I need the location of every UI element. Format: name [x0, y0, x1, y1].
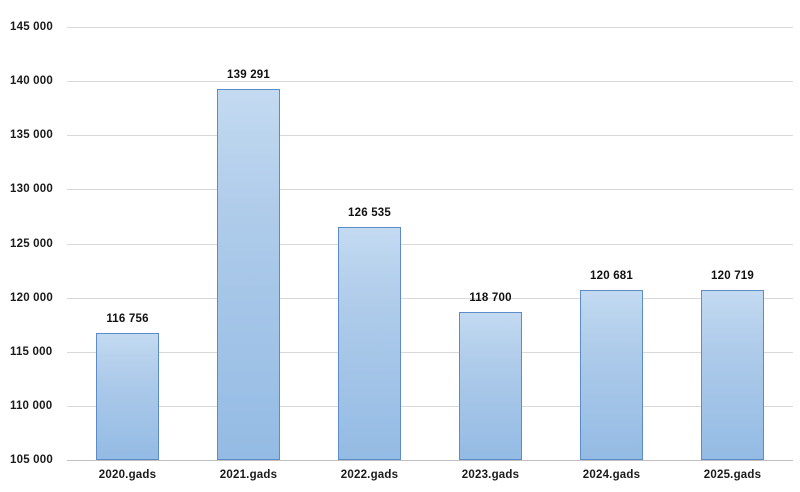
y-axis-tick-label: 120 000 — [10, 291, 53, 304]
x-axis-tick-label: 2020.gads — [98, 469, 157, 481]
bar-value-label: 116 756 — [106, 312, 149, 325]
x-axis-tick-label: 2022.gads — [340, 469, 399, 481]
bar-2023-gads — [459, 311, 522, 460]
gridline — [67, 27, 793, 28]
bar-2022-gads — [338, 226, 401, 460]
bar-value-label: 139 291 — [227, 68, 270, 81]
gridline — [67, 243, 793, 245]
gridline — [67, 351, 793, 353]
y-axis-tick-label: 110 000 — [10, 399, 53, 412]
x-axis-tick-label: 2021.gads — [219, 469, 278, 481]
y-axis-tick-label: 140 000 — [10, 75, 53, 88]
bar-value-label: 120 719 — [711, 269, 754, 282]
y-axis-tick-label: 145 000 — [10, 21, 53, 33]
x-axis-line — [67, 460, 793, 461]
y-axis-tick-label: 125 000 — [10, 237, 53, 250]
gridline — [67, 297, 793, 299]
y-axis-tick-label: 135 000 — [10, 129, 53, 142]
x-axis-tick-label: 2025.gads — [703, 469, 762, 481]
x-axis-tick-label: 2023.gads — [461, 469, 520, 481]
gridline — [67, 135, 793, 137]
y-axis-tick-label: 130 000 — [10, 183, 53, 196]
y-axis-tick-label: 115 000 — [10, 345, 53, 358]
bar-2020-gads — [96, 332, 159, 460]
bar-2021-gads — [217, 88, 280, 460]
bar-value-label: 120 681 — [590, 270, 633, 283]
x-axis-tick-label: 2024.gads — [582, 469, 641, 481]
bar-2024-gads — [580, 290, 643, 460]
gridline — [67, 405, 793, 407]
y-axis-tick-label: 105 000 — [10, 454, 53, 466]
gridline — [67, 189, 793, 191]
bar-2025-gads — [701, 289, 764, 460]
bar-value-label: 126 535 — [348, 206, 391, 219]
bar-value-label: 118 700 — [469, 291, 512, 304]
gridline — [67, 81, 793, 83]
